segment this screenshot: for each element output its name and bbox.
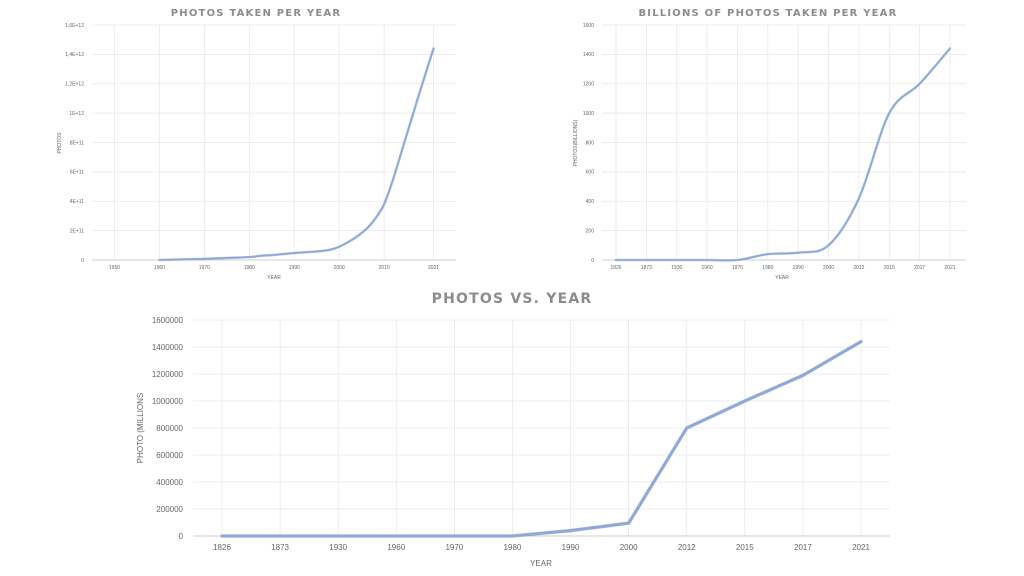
x-tick-label: 1970 [732,265,743,271]
y-tick-label: 1200000 [152,370,184,379]
x-axis-label: YEAR [530,559,552,568]
x-tick-label: 2015 [736,543,754,552]
series-line-outline [158,47,435,262]
y-axis-label: PHOTOS [57,132,63,154]
series-line [158,47,435,261]
chart-title: BILLIONS OF PHOTOS TAKEN PER YEAR [638,8,897,19]
series-line [220,340,863,538]
series-line-outline [614,47,952,262]
x-tick-label: 2010 [379,265,390,271]
y-tick-label: 1200 [583,82,594,88]
series-line [615,47,951,262]
y-tick-label: 1600000 [152,316,184,325]
x-tick-label: 1960 [702,265,713,271]
x-tick-label: 1980 [504,543,522,552]
x-tick-label: 1950 [109,265,120,271]
y-tick-label: 1,4E+12 [65,52,84,58]
y-tick-label: 2E+11 [70,228,84,234]
x-tick-label: 2000 [334,265,345,271]
x-tick-label: 1826 [610,265,621,271]
y-tick-label: 0 [81,258,84,264]
x-tick-label: 1980 [244,265,255,271]
x-tick-label: 2012 [678,543,696,552]
y-tick-label: 1600 [583,23,594,29]
x-tick-label: 1990 [289,265,300,271]
x-tick-label: 2017 [794,543,812,552]
x-tick-label: 2021 [944,265,955,271]
chart-photos-taken-per-year: PHOTOS TAKEN PER YEAR 0 2E+11 4E+11 6E+11 8E… [57,8,456,281]
x-tick-label: 2017 [914,265,925,271]
x-tick-label: 1990 [793,265,804,271]
x-tick-label: 1970 [445,543,463,552]
y-tick-label: 1,6E+12 [65,23,84,29]
x-axis-label: YEAR [267,275,281,281]
x-tick-label: 2021 [428,265,439,271]
x-tick-label: 1980 [762,265,773,271]
y-tick-label: 200000 [156,505,183,514]
y-tick-label: 1400 [583,52,594,58]
y-tick-label: 4E+11 [70,199,84,205]
y-tick-label: 1000000 [152,397,184,406]
x-tick-label: 1990 [562,543,580,552]
x-tick-label: 2000 [620,543,638,552]
x-tick-label: 1826 [213,543,231,552]
x-tick-label: 1960 [387,543,405,552]
x-tick-label: 1960 [154,265,165,271]
chart-billions-of-photos-per-year: BILLIONS OF PHOTOS TAKEN PER YEAR 0 200 40… [573,8,966,281]
y-tick-label: 600000 [156,451,183,460]
x-tick-label: 1873 [641,265,652,271]
y-tick-label: 0 [179,532,184,541]
y-tick-label: 800 [586,140,595,146]
y-tick-label: 1E+12 [69,111,84,117]
chart-photos-vs-year: PHOTOS VS. YEAR 0 200000 400000 600000 80000… [136,291,890,568]
y-tick-label: 0 [591,258,594,264]
chart-title: PHOTOS TAKEN PER YEAR [171,8,341,19]
x-tick-label: 1930 [671,265,682,271]
x-tick-label: 2015 [884,265,895,271]
y-tick-label: 400 [586,199,595,205]
x-tick-label: 2000 [823,265,834,271]
y-tick-label: 200 [586,228,595,234]
y-tick-label: 6E+11 [70,170,84,176]
y-tick-label: 8E+11 [70,140,84,146]
y-axis-label: PHOTO (MILLIONS [136,393,145,464]
y-tick-label: 400000 [156,478,183,487]
y-tick-label: 600 [586,170,595,176]
x-tick-label: 1930 [329,543,347,552]
chart-title: PHOTOS VS. YEAR [432,291,593,307]
y-axis-label: PHOTOS(BILLIONS) [573,119,579,166]
x-tick-label: 2012 [853,265,864,271]
y-tick-label: 1400000 [152,343,184,352]
x-tick-label: 1970 [199,265,210,271]
y-tick-label: 800000 [156,424,183,433]
y-tick-label: 1000 [583,111,594,117]
series-line-outline [220,339,863,538]
y-tick-label: 1,2E+12 [65,82,84,88]
x-axis-label: YEAR [775,275,789,281]
x-tick-label: 1873 [271,543,289,552]
x-tick-label: 2021 [852,543,870,552]
